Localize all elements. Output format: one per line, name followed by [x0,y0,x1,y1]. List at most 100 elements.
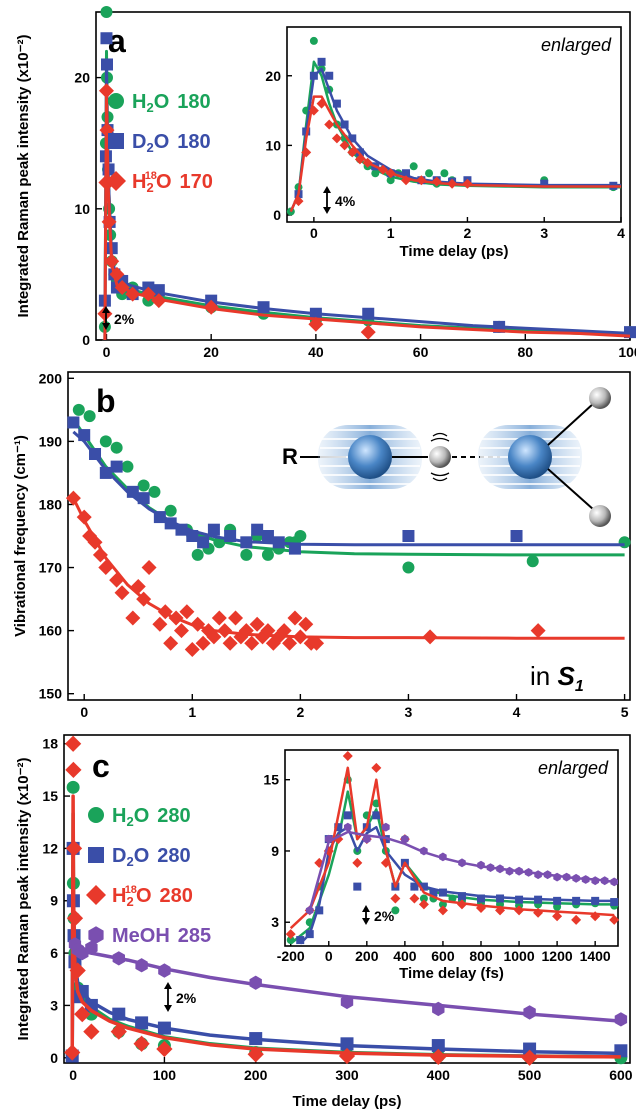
data-point-h218o [362,157,373,168]
scale-bar-arrow-bottom [102,323,110,330]
data-point-h218o [285,929,296,940]
data-point-h218o [416,175,427,186]
legend-subscript: 2 [126,854,133,869]
data-point-h218o [228,610,244,626]
data-point-h2o [371,169,380,178]
water-h-lower [589,505,611,527]
data-point-h218o [418,899,429,910]
x-tick-label: 3 [540,225,548,241]
data-point-h218o [380,857,391,868]
x-tick-label: 200 [355,948,379,964]
data-point-d2o [186,530,199,542]
scale-bar-arrow-top [164,982,172,989]
data-point-h218o [74,1006,91,1023]
panel-c-inset: -200 0 200 400 600 800 1000 1200 1400 3 9 15 enlarge… [263,749,620,982]
x-tick-label: 0 [69,1067,77,1083]
fit-line-h218o [289,766,615,930]
legend-text-rest: O [154,91,170,113]
legend-superscript: 18 [145,170,157,182]
legend-text-rest: O [156,171,172,193]
data-point-h218o [431,176,442,187]
legend-subscript: 2 [146,180,153,195]
data-point-h218o [104,253,120,269]
data-point-meoh [496,864,504,874]
data-point-h2o [191,548,204,561]
scale-bar-arrow-top [362,905,370,912]
data-point-h218o [462,178,473,189]
x-tick-label: 3 [405,704,413,720]
data-point-d2o [197,536,210,549]
data-point-h218o [260,623,276,639]
panel-c: 0 100 200 300 400 500 600 0 3 6 9 12 15 18 Integrated … [15,734,633,1110]
hydrogen-atom [429,446,451,468]
data-point-h218o [211,610,227,626]
inset-x-label: Time delay (ps) [400,243,509,260]
data-point-h2o [148,485,161,498]
legend-marker-meoh [88,926,104,944]
data-point-meoh [600,876,609,886]
legend-text-main: H [132,171,146,193]
panel-label-c: c [92,748,110,784]
legend-marker-h2o [88,807,104,823]
data-point-h218o [352,857,363,868]
vibration-marks [430,432,450,482]
x-tick-label: 100 [153,1067,177,1083]
data-point-h218o [301,147,312,158]
panel-b: 0 1 2 3 4 5 150 160 170 180 190 200 Vibrational freq… [12,370,631,720]
data-point-h218o [76,509,92,525]
panel-label-b: b [96,383,116,419]
legend-text-main: H [132,91,146,113]
inset-title: enlarged [541,35,612,55]
y-tick-label: 15 [263,772,279,788]
data-point-h218o [65,761,82,779]
x-tick-label: 0 [325,948,333,964]
data-point-h2o [66,780,80,794]
x-tick-label: 1000 [503,948,534,964]
y-tick-label: 3 [50,997,58,1013]
inset-background [285,750,618,946]
data-point-h218o [65,490,81,506]
data-point-h218o [97,306,113,322]
y-tick-label: 15 [42,788,58,804]
x-tick-label: 60 [413,344,429,360]
metal-atom [348,435,392,479]
legend-label-h218o: H218O 170 [132,170,213,195]
fit-line-h218o [72,497,625,640]
data-point-d2o [614,1044,628,1058]
data-point-meoh [340,994,354,1010]
data-point-h2o [386,176,395,185]
data-point-h218o [98,560,114,576]
legend-text-rest: O [136,885,152,907]
data-point-h2o [261,548,274,561]
data-point-h218o [140,286,156,302]
legend-marker-h218o [86,885,106,905]
data-point-meoh [420,846,428,856]
panel-a-inset: 0 1 2 3 4 0 10 20 enlarged Time delay (ps) 4% [265,26,625,260]
data-point-h2o [72,403,85,416]
legend-marker-d2o [108,133,124,149]
data-point-h218o [109,572,125,588]
data-point-h2o [438,900,447,909]
data-point-meoh [85,940,98,955]
x-tick-label: 1 [387,225,395,241]
data-point-h218o [163,635,179,651]
data-point-d2o [78,429,91,442]
data-point-d2o [305,930,314,939]
data-point-d2o [126,485,139,498]
data-point-d2o [343,811,352,820]
data-point-h218o [125,286,141,302]
data-point-h2o [448,894,457,903]
data-point-d2o [332,99,341,108]
data-point-h218o [590,911,601,922]
data-point-meoh [572,873,580,883]
data-point-d2o [112,1007,126,1021]
series-h218o [65,490,625,658]
data-point-meoh [305,906,314,915]
y-tick-label: 20 [265,68,281,84]
data-point-h218o [309,635,325,651]
data-point-h2o [309,36,318,45]
legend-label-h2o: H2O 280 [112,805,191,829]
data-point-h218o [69,962,86,979]
y-tick-label: 12 [42,840,58,856]
